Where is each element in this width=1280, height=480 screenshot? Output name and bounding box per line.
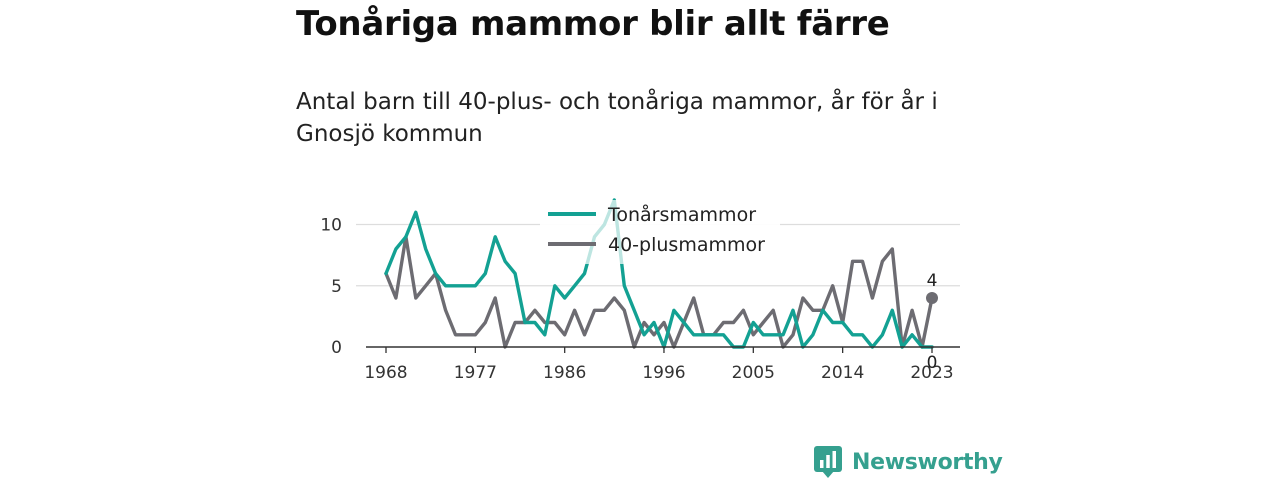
x-tick-label: 1996 [642,363,685,383]
brand-name: Newsworthy [852,449,1003,475]
y-tick-label: 5 [331,277,342,297]
end-label-40-plusmammor: 4 [927,271,938,291]
end-labels: 40 [926,271,938,373]
x-tick-label: 1986 [543,363,586,383]
x-tick-label: 1977 [454,363,497,383]
series-line-40-plusmammor [384,235,934,349]
y-axis-ticks: 0 5 10 [320,216,342,359]
series-tonarsmammor [384,198,934,349]
x-tick-label: 2023 [910,363,953,383]
newsworthy-brand[interactable]: Newsworthy [814,444,1003,480]
series-line-tonarsmammor [384,198,934,349]
x-tick-label: 1968 [364,363,407,383]
legend-label: 40-plusmammor [608,234,765,256]
chart-title: Tonåriga mammor blir allt färre [296,4,890,44]
chart-subtitle: Antal barn till 40-plus- och tonåriga ma… [296,89,938,147]
legend-label: Tonårsmammor [607,203,756,226]
series-40-plusmammor [384,235,934,349]
x-tick-label: 2005 [732,363,775,383]
newsworthy-logo-icon [814,446,842,478]
y-tick-label: 0 [331,338,342,358]
x-tick-label: 2014 [821,363,864,383]
end-marker-40-plusmammor [926,292,938,304]
legend: Tonårsmammor 40-plusmammor [548,203,765,256]
legend-overlay [540,200,780,264]
end-label-tonarsmammor: 0 [927,353,938,373]
y-tick-label: 10 [320,216,342,236]
x-axis-ticks: 1968 1977 1986 1996 2005 2014 2023 [364,347,954,383]
